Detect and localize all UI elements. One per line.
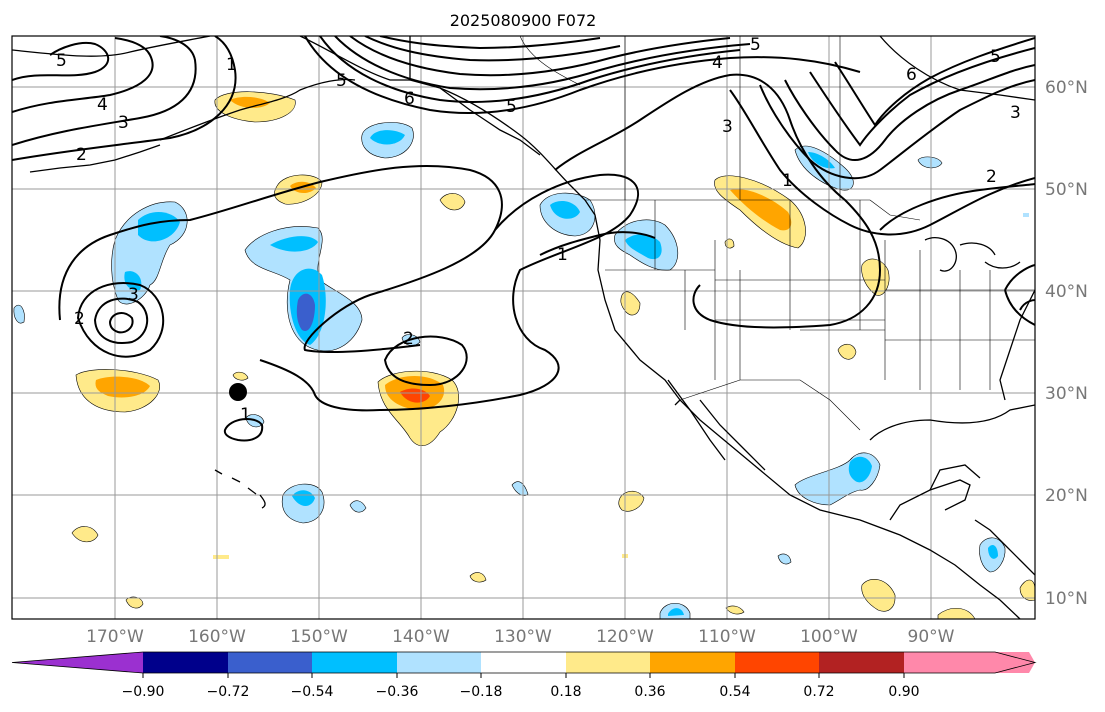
contour-label: 1 — [240, 405, 251, 425]
contour-label: 6 — [404, 89, 415, 109]
contour-label: 5 — [750, 35, 761, 55]
contour-label: 5 — [336, 71, 347, 91]
colorbar — [11, 651, 1037, 674]
colorbar-segment — [566, 652, 650, 673]
colorbar-segment — [650, 652, 735, 673]
contour-label: 2 — [986, 167, 997, 187]
colorbar-segment — [904, 652, 1035, 673]
contour-label: 2 — [74, 309, 85, 329]
colorbar-segment — [481, 652, 566, 673]
lat-label: 50°N — [1045, 180, 1088, 200]
latitude-labels: 60°N 50°N 40°N 30°N 20°N 10°N — [1045, 78, 1088, 609]
lat-label: 20°N — [1045, 486, 1088, 506]
coastlines — [12, 36, 1035, 619]
colorbar-label: 0.90 — [888, 684, 919, 700]
lon-label: 170°W — [86, 627, 144, 647]
lon-label: 130°W — [494, 627, 552, 647]
lon-label: 160°W — [188, 627, 246, 647]
colorbar-segment — [143, 652, 228, 673]
contour-label: 2 — [76, 145, 87, 165]
colorbar-labels: −0.90 −0.72 −0.54 −0.36 −0.18 0.18 0.36 … — [122, 684, 920, 700]
colorbar-label: 0.72 — [803, 684, 834, 700]
lat-label: 60°N — [1045, 78, 1088, 98]
contour-label: 6 — [906, 65, 917, 85]
colorbar-label: 0.36 — [634, 684, 665, 700]
contour-label: 3 — [118, 113, 129, 133]
borders — [519, 36, 1035, 431]
contour-label: 4 — [712, 53, 723, 73]
contour-label: 1 — [226, 55, 237, 75]
lon-label: 90°W — [908, 627, 955, 647]
location-marker — [229, 383, 247, 401]
colorbar-segment — [397, 652, 481, 673]
lat-label: 40°N — [1045, 282, 1088, 302]
contour-label: 4 — [97, 95, 108, 115]
lon-label: 100°W — [800, 627, 858, 647]
lon-label: 150°W — [290, 627, 348, 647]
contour-label: 1 — [782, 171, 793, 191]
contour-label: 5 — [506, 97, 517, 117]
longitude-labels: 170°W 160°W 150°W 140°W 130°W 120°W 110°… — [86, 627, 955, 647]
contour-label: 5 — [56, 51, 67, 71]
colorbar-label: 0.54 — [719, 684, 750, 700]
colorbar-segment — [819, 652, 904, 673]
map-frame — [11, 35, 1036, 620]
figure-title: 2025080900 F072 — [450, 11, 597, 30]
colorbar-segment — [735, 652, 819, 673]
lon-label: 140°W — [392, 627, 450, 647]
colorbar-label: −0.54 — [291, 684, 334, 700]
contour-labels: 5 4 3 2 1 5 6 5 5 4 3 5 6 2 1 2 3 2 3 1 … — [56, 35, 1021, 425]
contour-lines — [12, 36, 1035, 442]
lon-label: 120°W — [596, 627, 654, 647]
colorbar-label: −0.18 — [460, 684, 503, 700]
colorbar-label: −0.36 — [376, 684, 419, 700]
contour-label: 5 — [990, 47, 1001, 67]
colorbar-segment — [228, 652, 312, 673]
contour-label: 3 — [722, 117, 733, 137]
colorbar-segment — [312, 652, 397, 673]
colorbar-segment — [12, 652, 143, 673]
lat-label: 30°N — [1045, 384, 1088, 404]
contour-label: 1 — [557, 245, 568, 265]
anomaly-fills — [13, 91, 1035, 619]
contour-label: 3 — [1010, 103, 1021, 123]
colorbar-label: −0.90 — [122, 684, 165, 700]
colorbar-ticks — [142, 673, 905, 678]
colorbar-label: −0.72 — [207, 684, 250, 700]
contour-label: 2 — [403, 329, 414, 349]
lat-label: 10°N — [1045, 589, 1088, 609]
lon-label: 110°W — [698, 627, 756, 647]
contour-label: 3 — [128, 285, 139, 305]
colorbar-label: 0.18 — [550, 684, 581, 700]
